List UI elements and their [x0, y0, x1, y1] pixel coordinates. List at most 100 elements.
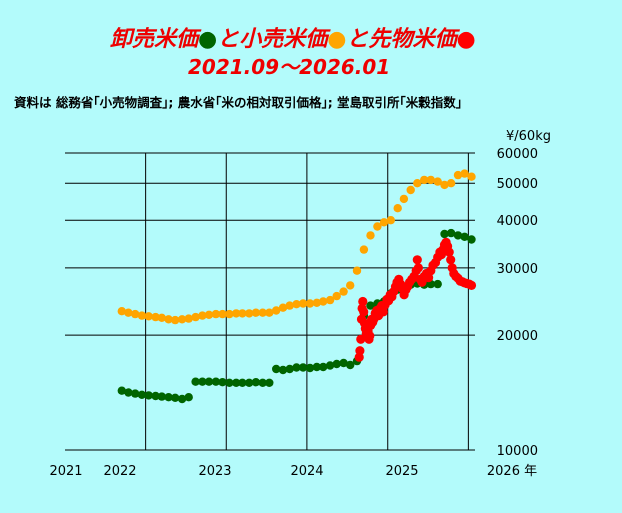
data-point [218, 378, 227, 387]
data-point [433, 279, 442, 289]
data-point [131, 309, 140, 319]
data-point [346, 360, 355, 370]
data-point [232, 309, 241, 318]
data-point [433, 177, 442, 186]
data-point [251, 308, 261, 317]
y-tick-label: 50000 [497, 177, 538, 192]
data-point [358, 296, 368, 307]
data-point [272, 364, 281, 374]
data-point [365, 331, 375, 341]
data-point [412, 255, 422, 265]
data-point [359, 307, 369, 317]
data-point [285, 364, 294, 374]
data-point [211, 377, 221, 386]
data-point [413, 263, 423, 273]
data-point [117, 307, 127, 316]
data-point [278, 303, 288, 312]
x-tick-label: 2025 [385, 464, 418, 479]
data-point [151, 312, 160, 322]
data-point [378, 307, 388, 317]
data-point [211, 309, 221, 319]
data-point [393, 204, 402, 213]
x-tick-label: 2026 年 [487, 464, 537, 479]
data-point [466, 280, 477, 290]
data-point [265, 378, 274, 387]
data-point [406, 185, 415, 195]
data-point [453, 170, 463, 180]
data-point [420, 175, 429, 185]
data-point [245, 309, 254, 318]
data-point [298, 363, 308, 372]
data-point [460, 169, 469, 178]
data-point [157, 392, 166, 401]
data-point [359, 245, 369, 254]
data-point [137, 390, 147, 399]
chart-title-line1: 卸売米価●と小売米価●と先物米価● [110, 26, 476, 52]
data-point [238, 309, 247, 318]
data-point [184, 314, 193, 323]
data-point [278, 365, 288, 375]
data-point [444, 247, 454, 257]
data-point [319, 362, 328, 372]
data-point [460, 232, 469, 241]
data-point [305, 363, 315, 373]
title-marker-futures: ● [456, 27, 475, 52]
data-point [117, 386, 127, 395]
data-point [446, 255, 456, 265]
data-point [440, 229, 449, 239]
data-point [352, 266, 362, 275]
y-tick-label: 20000 [497, 329, 538, 344]
data-point [292, 300, 301, 309]
data-point [346, 281, 355, 290]
data-point [225, 309, 234, 319]
data-point [157, 313, 166, 322]
data-point [218, 309, 227, 319]
data-point [171, 393, 180, 402]
data-point [204, 310, 214, 319]
data-point [312, 362, 321, 372]
title-part-futures: と先物米価 [346, 27, 460, 52]
data-point [124, 388, 133, 397]
data-point [325, 361, 335, 370]
data-point [258, 308, 267, 317]
chart-title-line2: 2021.09～2026.01 [188, 55, 390, 79]
data-point [131, 389, 140, 398]
data-point [137, 311, 147, 320]
data-point [366, 231, 375, 240]
data-point [355, 346, 365, 356]
data-point [124, 308, 133, 317]
data-point [265, 308, 274, 317]
data-point [258, 378, 267, 387]
x-tick-label: 2022 [103, 464, 136, 479]
data-point [339, 287, 348, 296]
data-point [379, 218, 389, 227]
data-point [424, 273, 434, 283]
data-point [198, 311, 207, 320]
x-tick-label: 2023 [198, 464, 231, 479]
data-point [272, 306, 281, 315]
data-point [332, 291, 341, 301]
data-point [245, 378, 254, 387]
data-point [144, 391, 153, 400]
data-point [325, 295, 335, 305]
data-point [399, 194, 409, 204]
data-point [446, 179, 456, 188]
y-tick-label: 30000 [497, 262, 538, 277]
data-point [440, 180, 449, 190]
data-point [298, 299, 308, 308]
y-tick-label: 60000 [497, 147, 538, 162]
data-point [285, 301, 294, 310]
title-marker-retail: ● [327, 27, 346, 52]
x-tick-label: 2024 [290, 464, 323, 479]
series-1 [117, 169, 476, 325]
data-point [184, 393, 193, 402]
data-point [312, 298, 321, 307]
data-point [232, 378, 241, 387]
data-point [177, 315, 187, 324]
grid [65, 152, 475, 451]
x-tick-label: 2021 [49, 464, 82, 479]
data-point [373, 222, 382, 231]
data-point [171, 315, 180, 325]
